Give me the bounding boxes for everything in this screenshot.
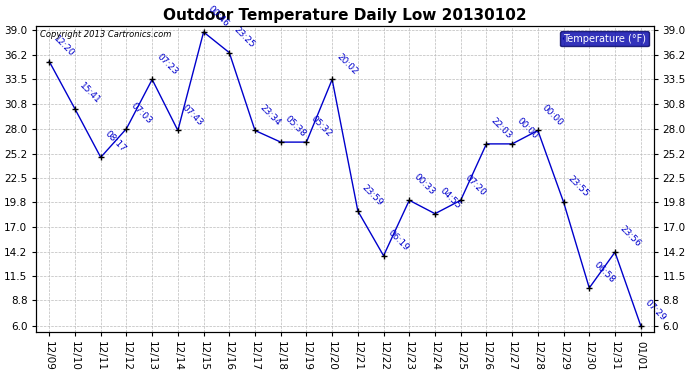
Text: 00:00: 00:00 <box>515 116 540 141</box>
Text: 12:20: 12:20 <box>52 34 77 58</box>
Text: 04:55: 04:55 <box>437 186 462 210</box>
Text: 00:46: 00:46 <box>206 4 230 29</box>
Text: 06:58: 06:58 <box>592 260 616 285</box>
Text: 23:55: 23:55 <box>566 174 591 199</box>
Text: 23:34: 23:34 <box>257 103 282 128</box>
Text: 06:19: 06:19 <box>386 228 411 253</box>
Text: 00:00: 00:00 <box>540 103 565 128</box>
Text: 07:23: 07:23 <box>155 52 179 76</box>
Text: 07:43: 07:43 <box>181 103 205 128</box>
Text: 07:29: 07:29 <box>643 298 668 322</box>
Legend: Temperature (°F): Temperature (°F) <box>560 31 649 46</box>
Text: 20:02: 20:02 <box>335 52 359 76</box>
Text: 08:17: 08:17 <box>104 129 128 154</box>
Text: 23:59: 23:59 <box>360 183 385 208</box>
Text: 05:38: 05:38 <box>284 114 308 139</box>
Title: Outdoor Temperature Daily Low 20130102: Outdoor Temperature Daily Low 20130102 <box>164 8 526 23</box>
Text: 05:32: 05:32 <box>309 114 333 139</box>
Text: 00:33: 00:33 <box>412 172 437 197</box>
Text: 07:03: 07:03 <box>129 101 154 126</box>
Text: 23:25: 23:25 <box>232 25 257 50</box>
Text: 07:20: 07:20 <box>463 172 488 197</box>
Text: 22:03: 22:03 <box>489 116 513 141</box>
Text: 23:56: 23:56 <box>618 225 642 249</box>
Text: Copyright 2013 Cartronics.com: Copyright 2013 Cartronics.com <box>39 30 171 39</box>
Text: 15:41: 15:41 <box>77 81 102 106</box>
